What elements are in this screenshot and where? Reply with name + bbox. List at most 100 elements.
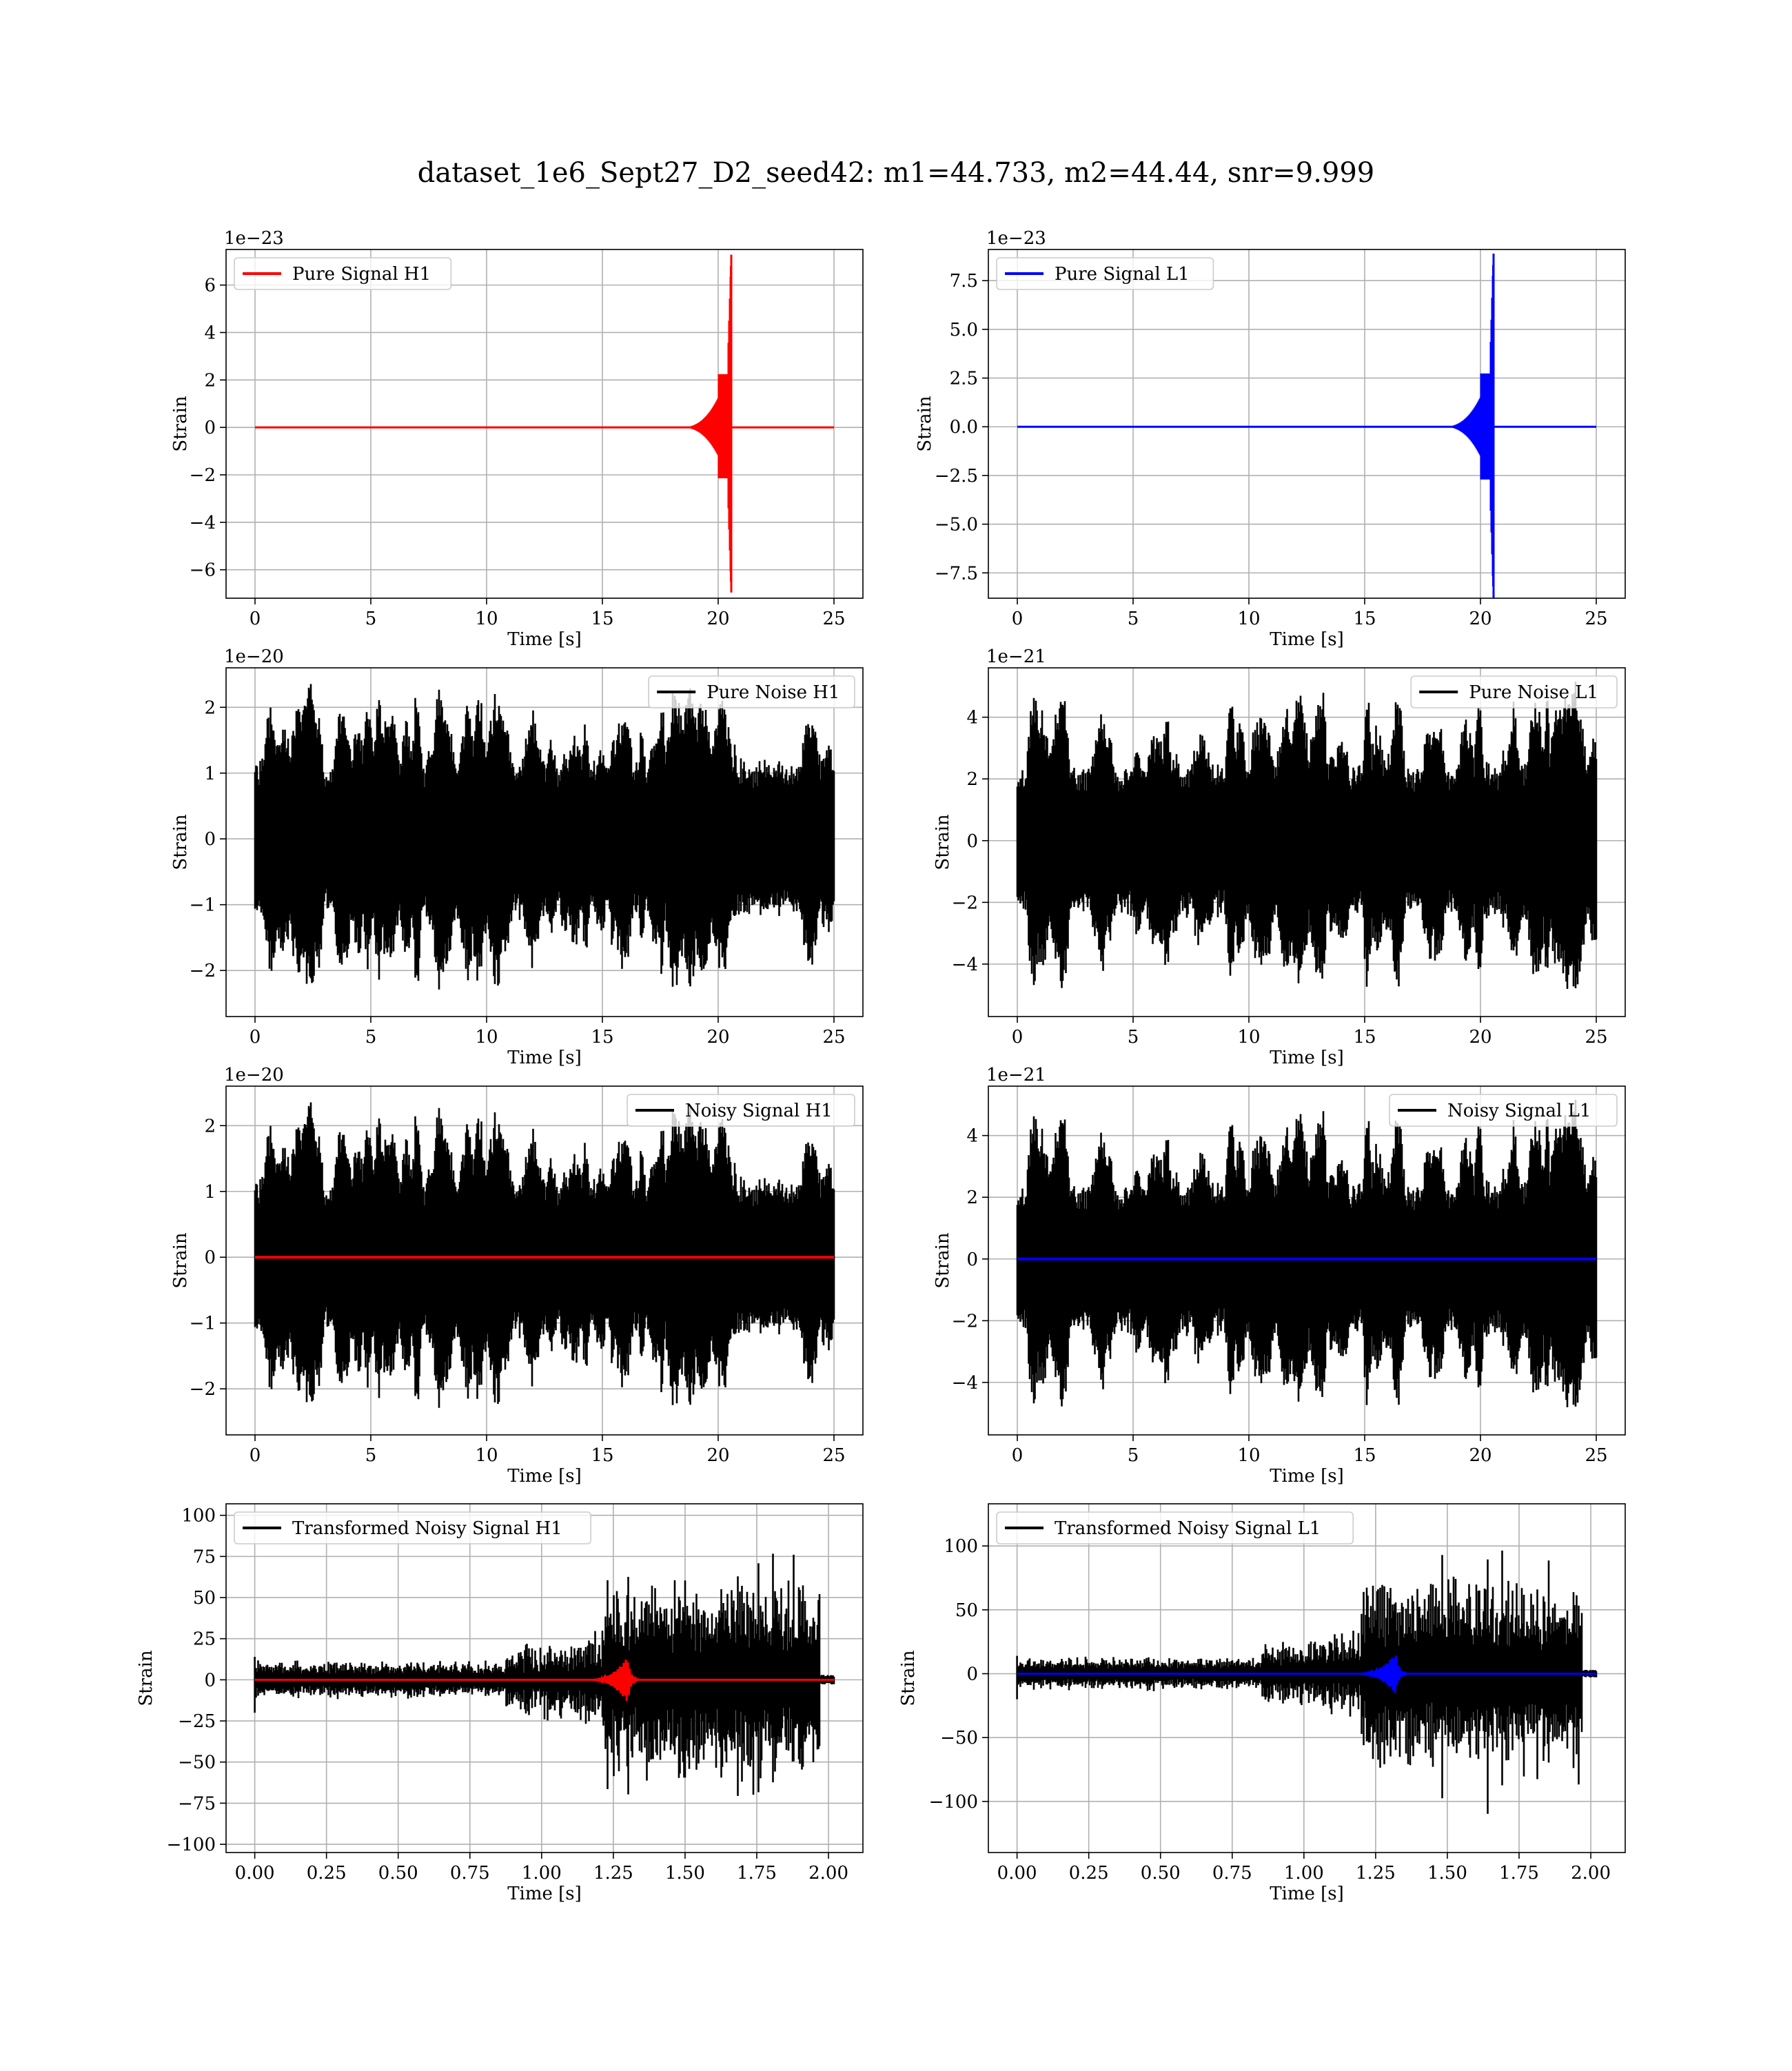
plot-area bbox=[1016, 1550, 1598, 1814]
x-tick-label: 15 bbox=[591, 609, 613, 629]
y-tick-label: −2 bbox=[190, 961, 216, 981]
subplot-pure-signal-h1: 0 5 10 15 20 25 −6 −4 −2 0 2 4 6 1e−23 Time [s] Strain P… bbox=[170, 228, 864, 650]
y-tick-label: −100 bbox=[167, 1835, 216, 1855]
y-tick-label: −1 bbox=[190, 895, 216, 916]
legend: Transformed Noisy Signal H1 bbox=[234, 1511, 592, 1544]
y-tick-label: −7.5 bbox=[935, 563, 978, 584]
legend-label: Pure Signal H1 bbox=[292, 264, 431, 285]
y-tick-label: −50 bbox=[178, 1753, 216, 1773]
x-tick-label: 0.25 bbox=[1069, 1863, 1109, 1884]
series-line-Pure Noise L1 bbox=[1016, 681, 1598, 989]
y-tick-label: −75 bbox=[178, 1793, 216, 1814]
x-tick-label: 10 bbox=[1237, 609, 1260, 629]
legend-label: Noisy Signal H1 bbox=[685, 1101, 833, 1121]
x-axis-label: Time [s] bbox=[507, 1048, 582, 1068]
y-tick-label: 4 bbox=[204, 323, 216, 343]
x-tick-label: 5 bbox=[365, 609, 377, 629]
x-tick-label: 0.75 bbox=[1212, 1863, 1252, 1884]
y-tick-label: −25 bbox=[178, 1711, 216, 1732]
x-tick-label: 1.75 bbox=[737, 1863, 777, 1884]
x-tick-label: 10 bbox=[475, 1027, 498, 1048]
x-tick-label: 0.50 bbox=[378, 1863, 418, 1884]
series-line-Pure Noise H1 bbox=[254, 684, 835, 990]
x-tick-label: 5 bbox=[1128, 1027, 1139, 1048]
axes-frame bbox=[988, 667, 1626, 1017]
y-tick-label: 7.5 bbox=[950, 271, 978, 292]
legend-box bbox=[234, 257, 452, 290]
x-tick-label: 0.00 bbox=[997, 1863, 1037, 1884]
legend-label: Pure Noise H1 bbox=[706, 682, 839, 703]
subplot-transformed-l1: 0.00 0.25 0.50 0.75 1.00 1.25 1.50 1.75 2.00 −100… bbox=[898, 1503, 1626, 1904]
y-offset-label: 1e−20 bbox=[224, 1065, 284, 1085]
y-tick-label: 0.0 bbox=[950, 417, 978, 438]
x-tick-label: 1.50 bbox=[665, 1863, 705, 1884]
y-tick-label: −6 bbox=[190, 560, 216, 581]
x-tick-label: 5 bbox=[365, 1445, 377, 1466]
series-line-Noisy Signal L1 bbox=[1016, 1099, 1598, 1407]
x-tick-label: 15 bbox=[591, 1027, 613, 1048]
x-tick-label: 1.00 bbox=[1284, 1863, 1324, 1884]
axes-frame bbox=[988, 249, 1626, 599]
x-tick-label: 1.50 bbox=[1427, 1863, 1467, 1884]
legend: Noisy Signal H1 bbox=[627, 1094, 855, 1127]
y-tick-label: 4 bbox=[966, 1126, 978, 1147]
x-tick-label: 2.00 bbox=[1571, 1863, 1611, 1884]
y-tick-label: 6 bbox=[204, 276, 216, 296]
y-tick-label: −2.5 bbox=[935, 466, 978, 487]
y-tick-label: 0 bbox=[966, 1249, 978, 1270]
y-axis-label: Strain bbox=[170, 396, 191, 452]
plot-area bbox=[1016, 1099, 1598, 1407]
y-tick-label: −2 bbox=[190, 465, 216, 486]
x-axis-label: Time [s] bbox=[1270, 1048, 1344, 1068]
x-tick-label: 0.50 bbox=[1141, 1863, 1181, 1884]
legend-label: Pure Noise L1 bbox=[1469, 682, 1598, 703]
y-tick-label: 100 bbox=[944, 1536, 978, 1557]
y-axis-label: Strain bbox=[898, 1650, 919, 1706]
x-axis-label: Time [s] bbox=[1270, 1884, 1344, 1904]
y-axis-label: Strain bbox=[136, 1650, 156, 1706]
subplot-pure-signal-l1: 0 5 10 15 20 25 −7.5 −5.0 −2.5 0.0 2.5 5.0 7.5 1e−23 T… bbox=[915, 228, 1626, 650]
x-tick-label: 10 bbox=[475, 1445, 498, 1466]
y-tick-label: 0 bbox=[204, 1670, 216, 1691]
x-axis-label: Time [s] bbox=[1270, 1466, 1344, 1487]
y-tick-label: 25 bbox=[193, 1629, 216, 1650]
y-tick-label: −100 bbox=[929, 1792, 978, 1813]
x-tick-label: 0.00 bbox=[235, 1863, 275, 1884]
x-tick-label: 15 bbox=[1353, 609, 1376, 629]
legend: Noisy Signal L1 bbox=[1389, 1094, 1618, 1127]
x-tick-label: 0 bbox=[250, 1027, 261, 1048]
y-tick-label: 50 bbox=[955, 1600, 978, 1621]
x-tick-label: 25 bbox=[1585, 1027, 1607, 1048]
y-tick-label: −4 bbox=[952, 955, 978, 975]
y-tick-label: 0 bbox=[966, 831, 978, 852]
axes-frame bbox=[225, 249, 864, 599]
y-axis-label: Strain bbox=[915, 396, 935, 452]
x-tick-label: 25 bbox=[822, 1027, 845, 1048]
y-tick-label: −4 bbox=[952, 1373, 978, 1394]
x-tick-label: 15 bbox=[1353, 1445, 1376, 1466]
plot-area bbox=[1016, 681, 1598, 989]
x-tick-label: 0 bbox=[1012, 1445, 1024, 1466]
legend-box bbox=[1410, 675, 1618, 708]
y-tick-label: −4 bbox=[190, 513, 216, 533]
y-offset-label: 1e−21 bbox=[986, 1065, 1046, 1085]
plot-area bbox=[254, 1102, 835, 1408]
legend-box bbox=[996, 1511, 1354, 1544]
x-tick-label: 10 bbox=[1237, 1445, 1260, 1466]
x-tick-label: 2.00 bbox=[808, 1863, 848, 1884]
y-tick-label: −2 bbox=[190, 1379, 216, 1400]
x-axis-label: Time [s] bbox=[1270, 629, 1344, 650]
y-axis-label: Strain bbox=[933, 1232, 953, 1289]
axes-frame bbox=[225, 667, 864, 1017]
y-tick-label: 2.5 bbox=[950, 369, 978, 389]
y-tick-label: 0 bbox=[204, 829, 216, 850]
legend: Pure Noise H1 bbox=[648, 675, 855, 708]
y-tick-label: 2 bbox=[966, 769, 978, 790]
legend-label: Transformed Noisy Signal H1 bbox=[292, 1518, 562, 1539]
x-tick-label: 25 bbox=[822, 609, 845, 629]
x-tick-label: 10 bbox=[1237, 1027, 1260, 1048]
y-offset-label: 1e−23 bbox=[224, 228, 284, 249]
legend: Pure Signal H1 bbox=[234, 257, 452, 290]
legend-label: Pure Signal L1 bbox=[1055, 264, 1190, 285]
